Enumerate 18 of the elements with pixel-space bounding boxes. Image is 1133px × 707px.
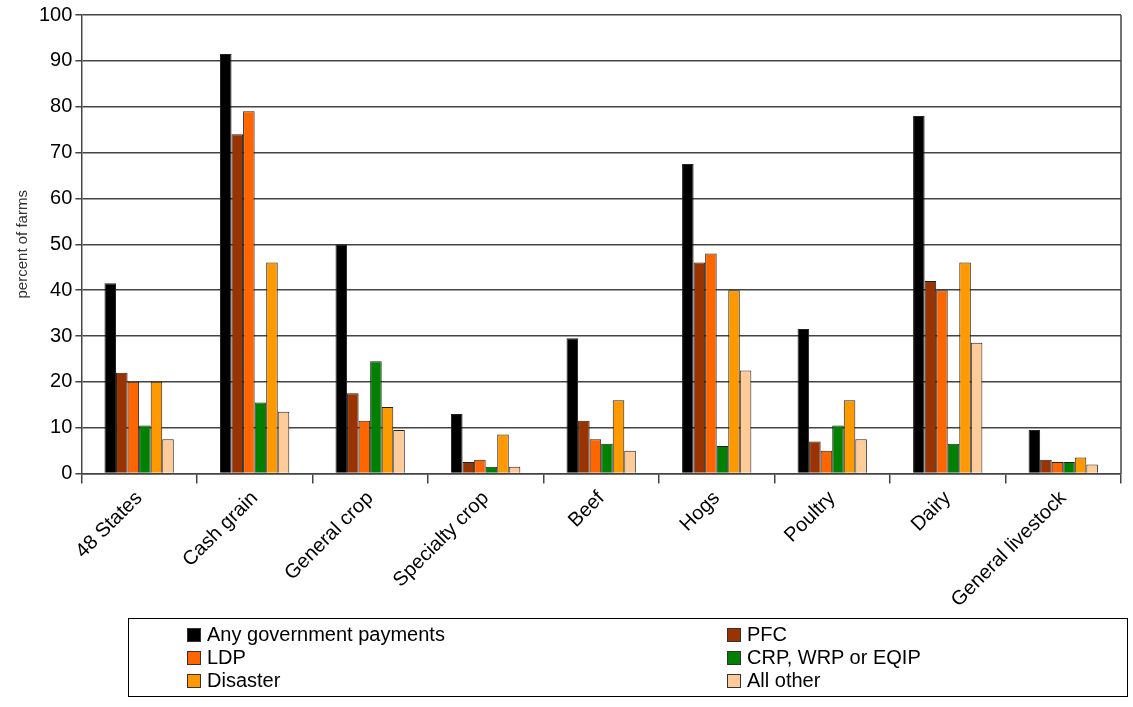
y-tick-label: 100 [38, 2, 73, 25]
y-tick-label: 50 [50, 231, 73, 254]
y-tick-label: 30 [50, 323, 73, 346]
y-tick-label: 70 [50, 140, 73, 163]
y-tick-label: 10 [50, 415, 73, 438]
y-axis-title: percent of farms [13, 190, 31, 299]
y-tick-label: 90 [50, 48, 73, 71]
y-tick-label: 80 [50, 94, 73, 117]
legend-label: All other [747, 669, 821, 692]
y-tick-label: 40 [50, 277, 73, 300]
legend-label: CRP, WRP or EQIP [747, 646, 921, 669]
legend-label: LDP [207, 646, 246, 669]
y-tick-label: 60 [50, 185, 73, 208]
y-tick-label: 0 [61, 461, 73, 484]
legend-label: Any government payments [207, 623, 445, 646]
y-tick-label: 20 [50, 369, 73, 392]
legend-label: Disaster [207, 669, 281, 692]
legend-label: PFC [747, 623, 787, 646]
